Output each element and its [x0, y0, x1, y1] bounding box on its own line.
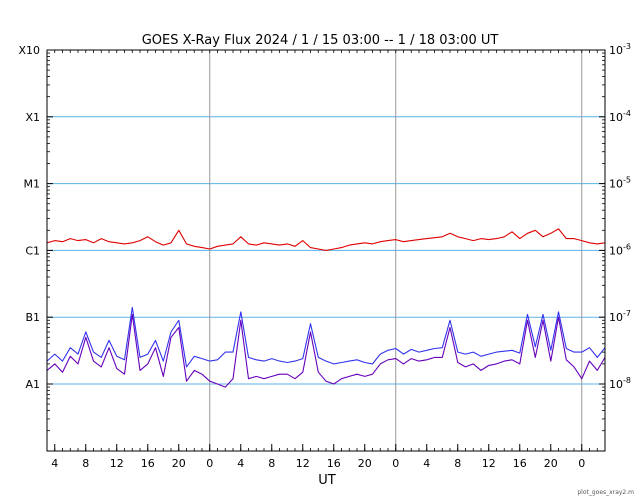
class-label-x1: X1	[25, 111, 40, 124]
x-tick-label: 20	[172, 457, 186, 470]
series-layer	[46, 228, 606, 388]
x-tick-label: 20	[358, 457, 372, 470]
class-label-a1: A1	[25, 378, 40, 391]
x-tick-label: 12	[482, 457, 496, 470]
right-axis-label: 10-4	[609, 109, 631, 124]
x-axis-label: UT	[318, 473, 336, 488]
right-axis-label: 10-3	[609, 42, 631, 57]
class-label-c1: C1	[25, 244, 40, 257]
right-axis-exponent: -6	[623, 242, 631, 251]
x-tick-label: 16	[513, 457, 527, 470]
x-tick-label: 8	[454, 457, 461, 470]
series-line-1	[46, 306, 606, 368]
series-line-2	[46, 313, 606, 388]
x-tick-label: 20	[544, 457, 558, 470]
right-axis-exponent: -3	[623, 42, 631, 51]
right-axis-exponent: -7	[623, 309, 631, 318]
class-label-x10: X10	[18, 44, 40, 57]
series-line-0	[46, 228, 606, 251]
x-tick-label: 4	[51, 457, 58, 470]
chart-title: GOES X-Ray Flux 2024 / 1 / 15 03:00 -- 1…	[142, 33, 499, 48]
right-axis-exponent: -4	[623, 109, 631, 118]
x-tick-label: 16	[327, 457, 341, 470]
right-axis-label: 10-5	[609, 176, 631, 191]
right-axis-label: 10-8	[609, 376, 631, 391]
right-axis-exponent: -8	[623, 376, 631, 385]
x-tick-label: 8	[268, 457, 275, 470]
x-tick-label: 12	[296, 457, 310, 470]
axis-layer: X10 X1 M1 C1 B1 A1 10-3 10-4 10-5 10-6 10-7 10-8 4 8 1…	[18, 42, 631, 470]
right-axis-label: 10-6	[609, 242, 631, 257]
class-label-b1: B1	[25, 311, 40, 324]
x-tick-label: 0	[206, 457, 213, 470]
x-tick-label: 8	[82, 457, 89, 470]
x-tick-label: 0	[392, 457, 399, 470]
right-axis-label: 10-7	[609, 309, 631, 324]
x-tick-label: 4	[237, 457, 244, 470]
x-tick-label: 0	[578, 457, 585, 470]
x-tick-label: 16	[141, 457, 155, 470]
x-tick-label: 4	[423, 457, 430, 470]
right-axis-exponent: -5	[623, 176, 631, 185]
x-tick-label: 12	[110, 457, 124, 470]
class-label-m1: M1	[24, 178, 41, 191]
footer-note: plot_goes_xray2.m	[577, 489, 634, 496]
